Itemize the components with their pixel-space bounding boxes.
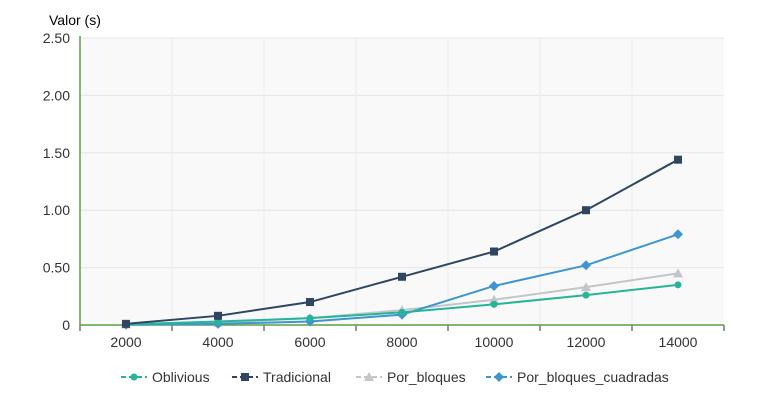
x-tick-label: 2000 — [110, 334, 141, 350]
legend-label: Oblivious — [152, 369, 210, 385]
y-tick-label: 2.50 — [43, 30, 70, 46]
legend-swatch-marker — [130, 373, 138, 381]
y-tick-label: 0.50 — [43, 260, 70, 276]
legend-item-oblivious[interactable]: Oblivious — [121, 369, 210, 385]
legend-swatch-marker — [364, 372, 374, 381]
data-point — [398, 272, 406, 281]
data-point — [582, 206, 590, 215]
series-group — [121, 155, 683, 330]
y-axis-label: Valor (s) — [49, 12, 101, 28]
data-point — [673, 268, 683, 278]
data-point — [674, 281, 682, 289]
legend-item-por-bloques-cuadradas[interactable]: Por_bloques_cuadradas — [486, 369, 669, 385]
data-point — [122, 319, 130, 328]
data-point — [673, 229, 683, 240]
data-point — [674, 155, 682, 164]
legend-item-por-bloques[interactable]: Por_bloques — [356, 369, 466, 385]
y-tick-label: 1.00 — [43, 202, 70, 218]
data-point — [581, 260, 591, 271]
plot-background — [80, 38, 724, 325]
data-point — [490, 300, 498, 308]
axes: 0 0.50 1.00 1.50 2.00 2.50 2000 4000 6000 8000 100… — [43, 30, 725, 350]
legend-label: Por_bloques_cuadradas — [517, 369, 669, 385]
legend: Oblivious Tradicional Por_bloques Por_bloqu… — [121, 369, 669, 385]
data-point — [581, 282, 591, 292]
y-tick-label: 0 — [62, 317, 70, 333]
data-point — [489, 280, 499, 291]
x-tick-label: 12000 — [567, 334, 606, 350]
legend-item-tradicional[interactable]: Tradicional — [232, 369, 331, 385]
grid — [80, 37, 724, 325]
legend-swatch-marker — [494, 372, 504, 382]
legend-label: Por_bloques — [387, 369, 466, 385]
data-point — [490, 247, 498, 256]
x-tick-label: 6000 — [294, 334, 325, 350]
data-point — [489, 294, 499, 304]
legend-label: Tradicional — [263, 369, 331, 385]
data-point — [214, 311, 222, 320]
data-point — [398, 308, 406, 316]
series-tradicional — [122, 155, 682, 328]
x-tick-label: 10000 — [475, 334, 514, 350]
y-tick-label: 1.50 — [43, 145, 70, 161]
x-tick-label: 8000 — [386, 334, 417, 350]
x-tick-label: 14000 — [659, 334, 698, 350]
x-tick-label: 4000 — [202, 334, 233, 350]
data-point — [306, 314, 314, 322]
data-point — [582, 291, 590, 299]
legend-swatch-marker — [241, 373, 249, 381]
y-tick-label: 2.00 — [43, 87, 70, 103]
data-point — [306, 298, 314, 307]
